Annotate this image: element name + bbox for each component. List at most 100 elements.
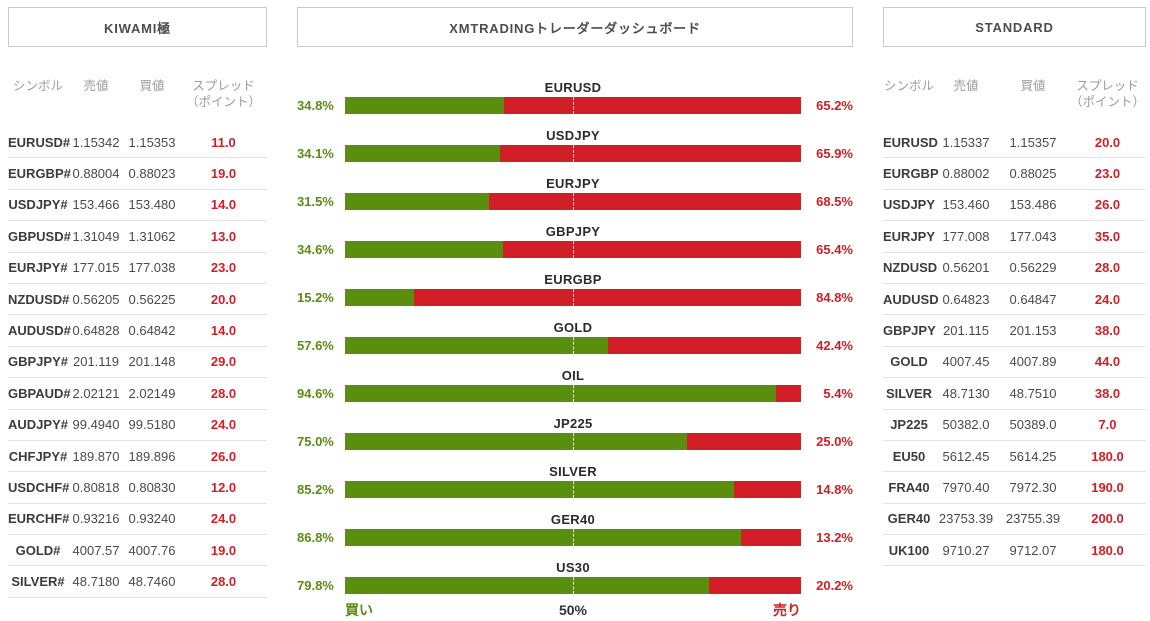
spread-cell: 24.0	[1094, 291, 1121, 307]
instrument-label: GER40	[550, 512, 596, 527]
table-row: JP225 50382.0 50389.0 7.0	[883, 410, 1146, 441]
ask-cell: 201.148	[128, 354, 176, 370]
symbol-cell: GBPUSD#	[8, 228, 71, 244]
buy-segment	[345, 193, 489, 210]
bid-cell: 0.88004	[72, 166, 120, 182]
symbol-cell: FRA40	[888, 479, 930, 495]
standard-table-header: シンボル 売値 買値 スプレッド（ポイント）	[883, 75, 1146, 127]
table-row: USDJPY 153.460 153.486 26.0	[883, 190, 1146, 222]
instrument-label: GBPJPY	[545, 224, 601, 239]
fifty-percent-marker	[573, 385, 574, 402]
buy-percent-label: 85.2%	[297, 482, 334, 497]
spread-cell: 20.0	[1094, 134, 1121, 150]
sell-segment	[733, 481, 801, 498]
ask-cell: 177.043	[1009, 228, 1057, 244]
sentiment-bar	[345, 97, 801, 114]
spread-cell: 14.0	[210, 197, 237, 213]
ask-cell: 5614.25	[1009, 448, 1057, 464]
dashboard-title-button[interactable]: XMTRADINGトレーダーダッシュボード	[297, 7, 853, 47]
sentiment-bar	[345, 241, 801, 258]
table-row: EURJPY# 177.015 177.038 23.0	[8, 253, 267, 284]
table-row: GBPUSD# 1.31049 1.31062 13.0	[8, 221, 267, 253]
ask-cell: 2.02149	[128, 385, 176, 401]
bid-cell: 7970.40	[942, 479, 990, 495]
sentiment-bar	[345, 529, 801, 546]
sentiment-bar-group: EURUSD 34.8% 65.2%	[297, 80, 853, 114]
sell-segment	[708, 577, 801, 594]
axis-midpoint-label: 50%	[558, 602, 588, 618]
bid-cell: 99.4940	[72, 417, 120, 433]
spread-cell: 180.0	[1091, 448, 1124, 464]
symbol-cell: EURUSD#	[8, 134, 71, 150]
sell-segment	[776, 385, 801, 402]
ask-cell: 1.31062	[128, 228, 176, 244]
sell-percent-label: 65.2%	[816, 98, 853, 113]
sentiment-bar-group: SILVER 85.2% 14.8%	[297, 464, 853, 498]
standard-title-button[interactable]: STANDARD	[883, 7, 1146, 47]
instrument-label: USDJPY	[546, 128, 600, 143]
spread-cell: 35.0	[1094, 228, 1121, 244]
column-header-bid: 売値	[83, 79, 109, 93]
spread-cell: 11.0	[211, 134, 236, 150]
sentiment-bar	[345, 481, 801, 498]
column-header-symbol: シンボル	[12, 79, 63, 93]
bid-cell: 2.02121	[72, 385, 120, 401]
sentiment-bar-group: GBPJPY 34.6% 65.4%	[297, 224, 853, 258]
fifty-percent-marker	[573, 433, 574, 450]
symbol-cell: USDJPY	[883, 197, 936, 213]
symbol-cell: GER40	[887, 511, 931, 527]
symbol-cell: AUDJPY#	[8, 417, 68, 433]
fifty-percent-marker	[573, 241, 574, 258]
fifty-percent-marker	[573, 577, 574, 594]
spread-cell: 23.0	[1094, 166, 1121, 182]
spread-cell: 28.0	[210, 574, 237, 590]
sell-segment	[740, 529, 801, 546]
kiwami-title-button[interactable]: KIWAMI極	[8, 7, 267, 47]
spread-cell: 28.0	[1094, 260, 1121, 276]
spread-cell: 19.0	[210, 542, 237, 558]
spread-cell: 29.0	[210, 354, 237, 370]
sell-percent-label: 65.9%	[816, 146, 853, 161]
bid-cell: 177.008	[942, 228, 990, 244]
table-row: EURUSD# 1.15342 1.15353 11.0	[8, 127, 267, 159]
spread-cell: 12.0	[210, 479, 237, 495]
table-row: GOLD# 4007.57 4007.76 19.0	[8, 535, 267, 567]
fifty-percent-marker	[573, 289, 574, 306]
symbol-cell: EURGBP	[883, 166, 939, 182]
fifty-percent-marker	[573, 529, 574, 546]
sentiment-bar	[345, 289, 801, 306]
bid-cell: 0.80818	[72, 479, 120, 495]
table-row: USDCHF# 0.80818 0.80830 12.0	[8, 472, 267, 504]
table-row: NZDUSD# 0.56205 0.56225 20.0	[8, 284, 267, 316]
symbol-cell: GOLD#	[15, 542, 61, 558]
bid-cell: 153.466	[72, 197, 120, 213]
standard-spread-table: シンボル 売値 買値 スプレッド（ポイント） EURUSD 1.15337 1.…	[883, 75, 1146, 567]
ask-cell: 4007.89	[1009, 354, 1057, 370]
spread-cell: 14.0	[210, 323, 237, 339]
bid-cell: 177.015	[72, 260, 120, 276]
sentiment-bar	[345, 577, 801, 594]
sell-segment	[503, 97, 801, 114]
bid-cell: 1.15342	[72, 134, 120, 150]
sentiment-bar-group: GER40 86.8% 13.2%	[297, 512, 853, 546]
table-row: SILVER 48.7130 48.7510 38.0	[883, 378, 1146, 410]
sentiment-bar	[345, 337, 801, 354]
column-header-ask: 買値	[139, 79, 165, 93]
spread-cell: 23.0	[210, 260, 237, 276]
buy-segment	[345, 337, 608, 354]
table-row: EURJPY 177.008 177.043 35.0	[883, 221, 1146, 253]
buy-percent-label: 34.8%	[297, 98, 334, 113]
symbol-cell: UK100	[888, 542, 930, 558]
sentiment-bar	[345, 193, 801, 210]
sentiment-bar-group: EURGBP 15.2% 84.8%	[297, 272, 853, 306]
buy-percent-label: 79.8%	[297, 578, 334, 593]
sell-segment	[607, 337, 801, 354]
table-row: FRA40 7970.40 7972.30 190.0	[883, 472, 1146, 504]
symbol-cell: EURUSD	[883, 134, 938, 150]
column-header-ask: 買値	[1020, 79, 1046, 93]
bid-cell: 9710.27	[942, 542, 990, 558]
bid-cell: 0.88002	[942, 166, 990, 182]
kiwami-spread-table: シンボル 売値 買値 スプレッド（ポイント） EURUSD# 1.15342 1…	[8, 75, 267, 598]
table-row: EURUSD 1.15337 1.15357 20.0	[883, 127, 1146, 159]
ask-cell: 0.64847	[1009, 291, 1057, 307]
